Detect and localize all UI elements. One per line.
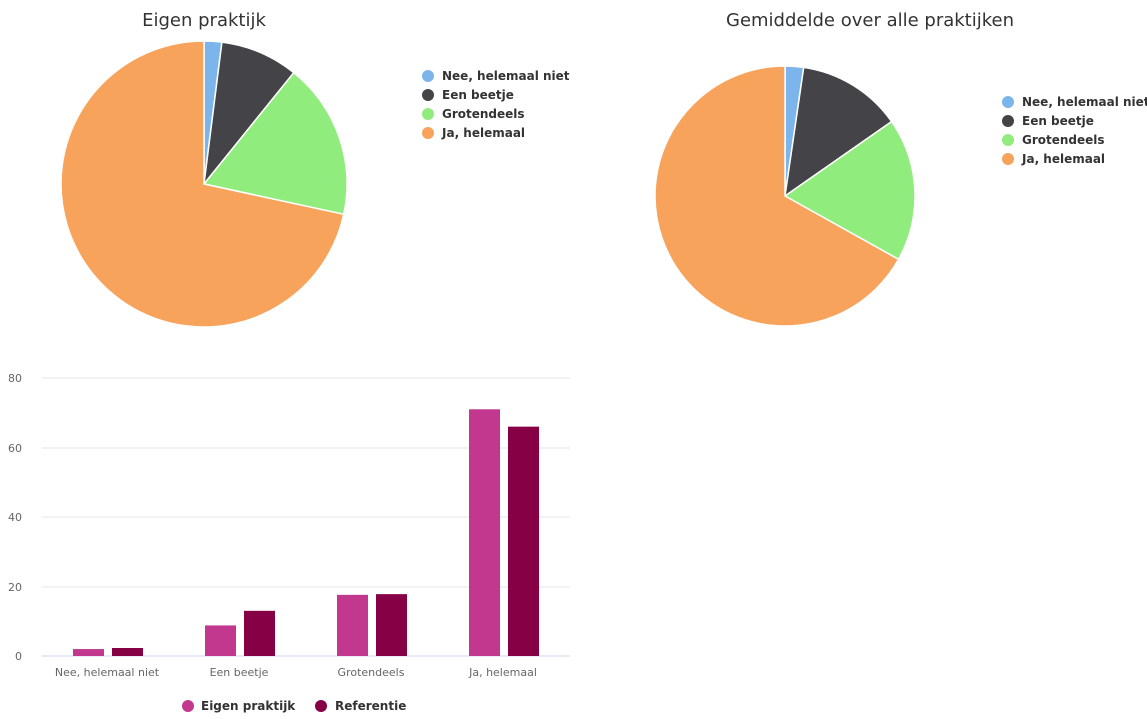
bar-legend: Eigen praktijk Referentie bbox=[182, 699, 406, 713]
pie1-legend-label-1: Een beetje bbox=[442, 88, 514, 102]
y-tick-label: 0 bbox=[15, 650, 22, 663]
pie1-slice-grotendeels[interactable] bbox=[202, 71, 348, 216]
bar-legend-label-0: Eigen praktijk bbox=[201, 699, 296, 713]
pie1-slice-ja[interactable] bbox=[60, 40, 345, 328]
pie2-legend-item-1[interactable]: Een beetje bbox=[1002, 114, 1094, 128]
bar-eigen-2[interactable] bbox=[337, 594, 368, 656]
y-axis-ticks: 80 60 40 20 0 bbox=[8, 372, 22, 663]
y-tick-label: 80 bbox=[8, 372, 22, 385]
pie1-slices bbox=[60, 40, 348, 328]
pie1-legend-label-2: Grotendeels bbox=[442, 107, 525, 121]
pie2-legend-item-3[interactable]: Ja, helemaal bbox=[1002, 152, 1105, 166]
pie2-legend-item-0[interactable]: Nee, helemaal niet bbox=[1002, 95, 1147, 109]
x-tick-label: Nee, helemaal niet bbox=[55, 666, 160, 679]
x-tick-label: Grotendeels bbox=[338, 666, 405, 679]
bar-marks bbox=[73, 409, 539, 656]
legend-marker-icon bbox=[1002, 153, 1014, 165]
pie2-slice-ja[interactable] bbox=[654, 65, 900, 327]
bar-referentie-1[interactable] bbox=[244, 610, 275, 656]
legend-marker-icon bbox=[1002, 134, 1014, 146]
bar-legend-item-1[interactable]: Referentie bbox=[315, 699, 406, 713]
bar-eigen-3[interactable] bbox=[469, 409, 500, 656]
pie1-title: Eigen praktijk bbox=[142, 10, 266, 31]
pie-chart-gemiddelde: Gemiddelde over alle praktijken Nee, hel… bbox=[654, 10, 1147, 327]
y-tick-label: 20 bbox=[8, 581, 22, 594]
pie1-legend: Nee, helemaal niet Een beetje Grotendeel… bbox=[422, 69, 570, 140]
bar-chart-comparison: 80 60 40 20 0 Nee, helemaal niet Een bee… bbox=[8, 372, 570, 713]
pie1-legend-label-3: Ja, helemaal bbox=[441, 126, 525, 140]
pie2-title: Gemiddelde over alle praktijken bbox=[726, 10, 1014, 31]
y-tick-label: 40 bbox=[8, 511, 22, 524]
pie1-legend-item-2[interactable]: Grotendeels bbox=[422, 107, 525, 121]
pie1-legend-item-1[interactable]: Een beetje bbox=[422, 88, 514, 102]
x-tick-label: Een beetje bbox=[210, 666, 269, 679]
pie2-legend-label-3: Ja, helemaal bbox=[1021, 152, 1105, 166]
pie1-legend-item-3[interactable]: Ja, helemaal bbox=[422, 126, 525, 140]
pie2-slice-grotendeels[interactable] bbox=[783, 120, 916, 261]
legend-marker-icon bbox=[182, 700, 194, 712]
legend-marker-icon bbox=[1002, 115, 1014, 127]
pie2-slices bbox=[654, 65, 916, 327]
y-tick-label: 60 bbox=[8, 442, 22, 455]
bar-legend-label-1: Referentie bbox=[335, 699, 406, 713]
legend-marker-icon bbox=[1002, 96, 1014, 108]
legend-marker-icon bbox=[422, 108, 434, 120]
pie2-legend-label-1: Een beetje bbox=[1022, 114, 1094, 128]
pie2-legend-item-2[interactable]: Grotendeels bbox=[1002, 133, 1105, 147]
bar-referentie-2[interactable] bbox=[376, 594, 407, 656]
pie2-slice-beetje[interactable] bbox=[784, 66, 893, 198]
bar-eigen-0[interactable] bbox=[73, 649, 104, 656]
pie2-legend-label-0: Nee, helemaal niet bbox=[1022, 95, 1147, 109]
bar-referentie-0[interactable] bbox=[112, 648, 143, 656]
x-axis-ticks: Nee, helemaal niet Een beetje Grotendeel… bbox=[55, 666, 537, 679]
pie2-legend-label-2: Grotendeels bbox=[1022, 133, 1105, 147]
legend-marker-icon bbox=[315, 700, 327, 712]
x-tick-label: Ja, helemaal bbox=[468, 666, 537, 679]
bar-referentie-3[interactable] bbox=[508, 426, 539, 656]
pie1-legend-item-0[interactable]: Nee, helemaal niet bbox=[422, 69, 570, 83]
legend-marker-icon bbox=[422, 70, 434, 82]
bar-eigen-1[interactable] bbox=[205, 625, 236, 656]
legend-marker-icon bbox=[422, 89, 434, 101]
pie2-legend: Nee, helemaal niet Een beetje Grotendeel… bbox=[1002, 95, 1147, 166]
pie1-legend-label-0: Nee, helemaal niet bbox=[442, 69, 570, 83]
bar-legend-item-0[interactable]: Eigen praktijk bbox=[182, 699, 296, 713]
legend-marker-icon bbox=[422, 127, 434, 139]
pie-chart-eigen-praktijk: Eigen praktijk Nee, helemaal niet Een be… bbox=[60, 10, 570, 328]
